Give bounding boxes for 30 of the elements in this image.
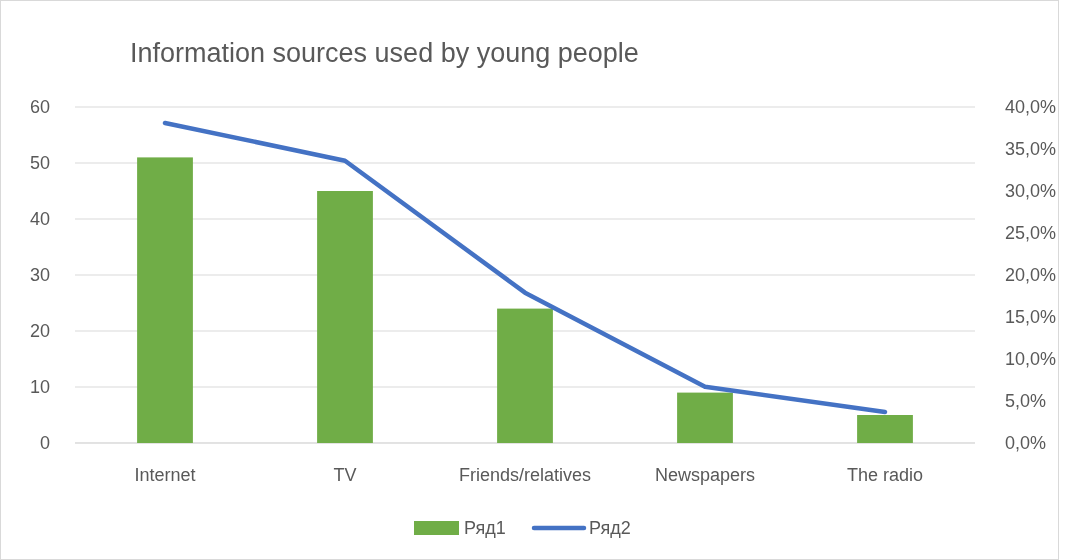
y2-tick-label: 25,0% <box>1005 223 1057 244</box>
y-tick-label: 40 <box>29 209 50 230</box>
y-tick-label: 10 <box>29 377 50 398</box>
bar <box>137 157 193 443</box>
bar <box>677 392 733 443</box>
y2-tick-label: 5,0% <box>1005 391 1047 412</box>
x-tick-label: Newspapers <box>654 465 756 485</box>
x-tick-label: Internet <box>134 465 196 485</box>
y2-tick-label: 10,0% <box>1005 349 1057 370</box>
line-series <box>162 120 888 415</box>
y2-tick-label: 15,0% <box>1005 307 1057 328</box>
chart-title: Information sources used by young people <box>130 38 639 68</box>
y2-tick-label: 30,0% <box>1005 181 1057 202</box>
bar <box>497 308 553 443</box>
bar <box>317 191 373 443</box>
y2-tick-label: 0,0% <box>1005 433 1047 454</box>
legend-label: Ряд2 <box>589 518 631 539</box>
bar <box>857 415 913 443</box>
y-tick-label: 50 <box>29 153 50 174</box>
x-tick-label: Friends/relatives <box>458 465 592 485</box>
legend-label: Ряд1 <box>464 518 506 539</box>
x-tick-label: TV <box>333 465 357 485</box>
y-tick-label: 60 <box>29 97 50 118</box>
y2-tick-label: 35,0% <box>1005 139 1057 160</box>
x-tick-label: The radio <box>846 465 924 485</box>
y-tick-label: 0 <box>39 433 50 454</box>
y2-tick-label: 40,0% <box>1005 97 1057 118</box>
y-tick-label: 20 <box>29 321 50 342</box>
y-tick-label: 30 <box>29 265 50 286</box>
y2-tick-label: 20,0% <box>1005 265 1057 286</box>
